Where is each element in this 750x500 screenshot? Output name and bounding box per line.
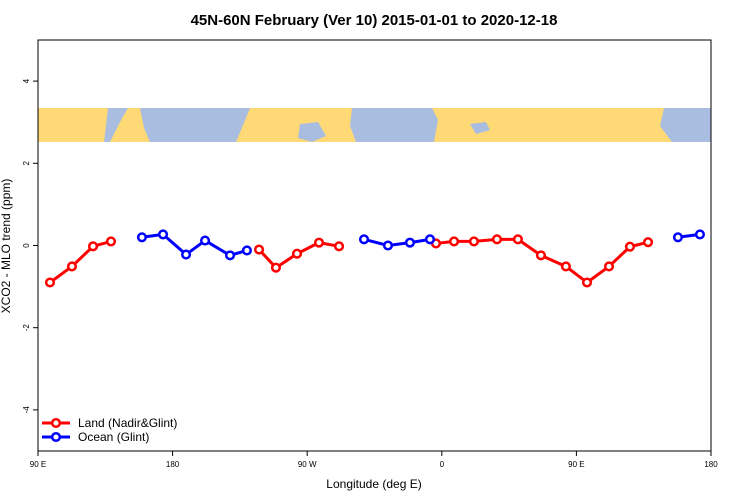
data-point [253,244,265,255]
y-tick-label: -2 [22,324,31,332]
y-axis-label: XCO2 - MLO trend (ppm) [0,179,13,314]
y-tick-label: 4 [22,78,31,83]
data-point [468,236,480,247]
data-point [241,245,252,256]
x-tick-label: 180 [166,460,180,469]
data-point [200,235,211,246]
data-point [512,234,523,245]
data-point [291,248,303,259]
map-sea [350,108,438,142]
data-point [313,237,325,248]
data-point [535,250,547,261]
data-point [404,237,415,248]
y-tick-label: 0 [22,243,31,248]
map-sea [298,122,326,142]
data-point [449,236,460,247]
data-point [642,237,654,248]
x-tick-label: 180 [704,460,718,469]
x-tick-label: 90 W [298,460,317,469]
legend-label: Ocean (Glint) [78,430,149,444]
legend-marker [50,431,62,443]
map-sea [470,122,490,134]
data-point [181,249,192,260]
legend-label: Land (Nadir&Glint) [78,416,177,430]
x-tick-label: 90 E [30,460,46,469]
data-point [66,261,77,272]
data-point [603,261,615,272]
data-point [136,232,147,243]
data-point [694,229,705,240]
chart-title: 45N-60N February (Ver 10) 2015-01-01 to … [191,12,558,29]
data-point [105,236,117,247]
data-point [270,262,281,273]
data-point [624,241,635,252]
y-tick-label: -4 [22,406,31,414]
data-point [224,250,236,261]
map-band [38,108,711,142]
data-point [581,277,593,288]
data-point [157,229,169,240]
map-sea [104,108,128,142]
data-point [491,234,503,245]
data-point [44,277,56,288]
map-sea [140,108,250,142]
data-point [334,241,345,252]
x-tick-label: 90 E [568,460,584,469]
x-axis-label: Longitude (deg E) [326,477,421,491]
data-point [358,234,370,245]
data-point [87,241,99,252]
data-point [382,240,394,251]
data-point [560,261,571,272]
x-tick-label: 0 [440,460,445,469]
y-tick-label: 2 [22,161,31,166]
legend-marker [50,417,62,429]
data-point [424,234,436,245]
data-point [672,232,683,243]
map-sea [660,108,711,142]
